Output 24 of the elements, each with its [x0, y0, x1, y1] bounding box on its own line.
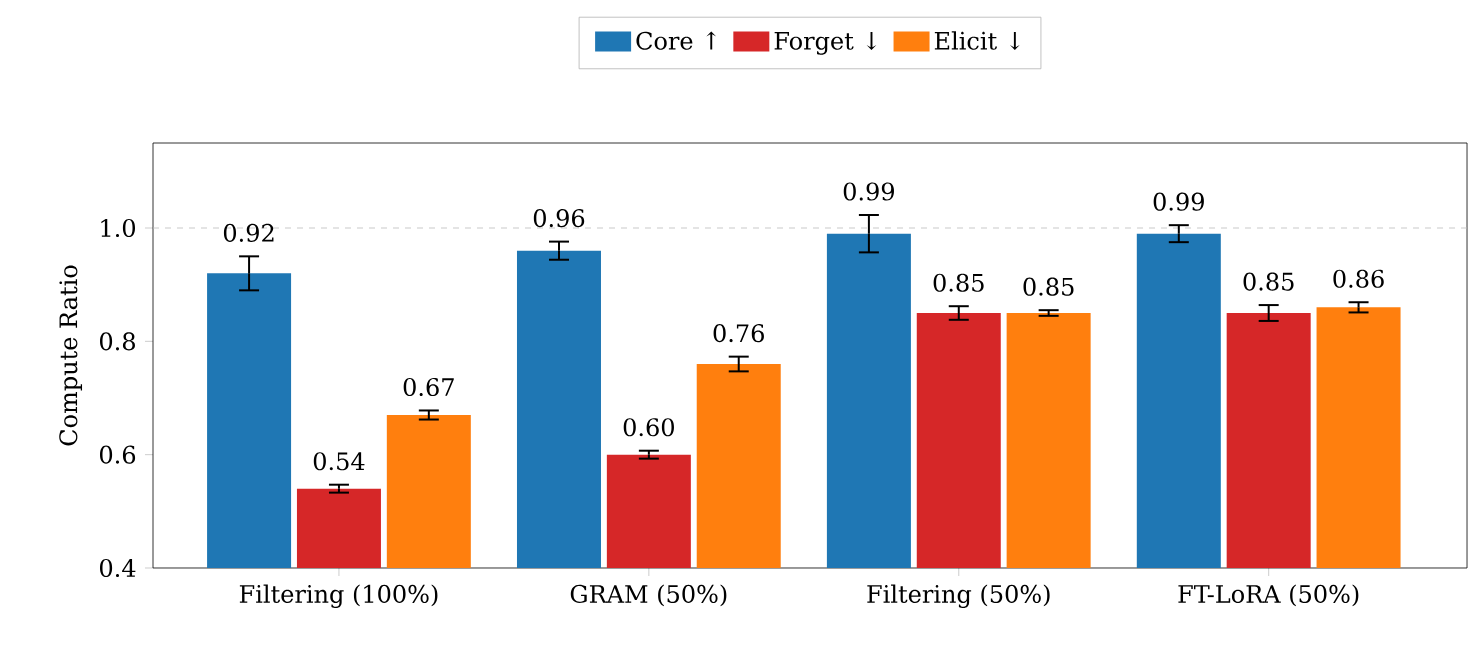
data-label: 0.60 — [623, 418, 674, 437]
data-label: 0.67 — [403, 377, 454, 397]
x-tick-label: Filtering (50%) — [867, 584, 1050, 608]
legend-label: Elicit ↓ — [934, 31, 1020, 50]
y-tick-label: 0.4 — [100, 558, 136, 578]
data-label: 0.99 — [843, 182, 894, 201]
data-label: 0.76 — [713, 324, 764, 343]
y-axis-title: Compute Ratio — [59, 265, 83, 446]
data-label: 0.54 — [313, 452, 365, 471]
x-tick-label: GRAM (50%) — [570, 584, 727, 607]
data-label: 0.92 — [223, 223, 274, 242]
data-label: 0.85 — [1023, 277, 1074, 296]
y-tick-label: 0.8 — [100, 332, 135, 351]
y-tick-label: 0.6 — [100, 445, 136, 464]
data-label: 0.86 — [1333, 269, 1384, 288]
legend-label: Forget ↓ — [774, 31, 877, 55]
data-label: 0.96 — [533, 209, 585, 228]
data-label: 0.85 — [1243, 272, 1294, 291]
data-label: 0.85 — [933, 273, 984, 292]
data-label: 0.99 — [1153, 192, 1204, 211]
legend-label: Core ↑ — [636, 31, 717, 50]
x-tick-label: Filtering (100%) — [239, 584, 438, 608]
y-tick-label: 1.0 — [101, 218, 136, 238]
x-tick-label: FT-LoRA (50%) — [1178, 584, 1359, 607]
